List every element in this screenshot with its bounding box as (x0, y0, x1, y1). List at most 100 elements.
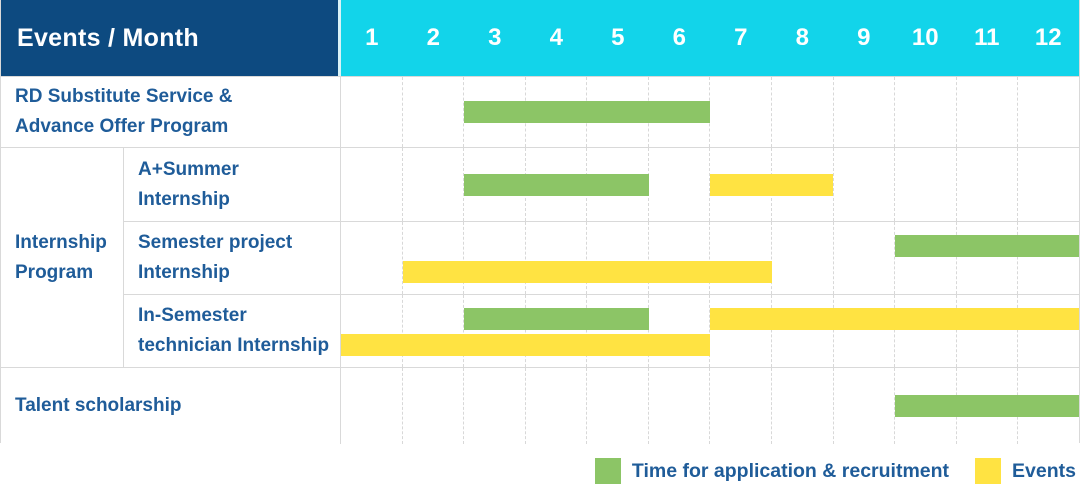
row-label-line: Semester project (138, 232, 293, 253)
gantt-bar-application (464, 308, 649, 330)
month-grid-cell (463, 148, 525, 221)
gantt-subrow: A+Summer Internship (124, 148, 1079, 221)
month-gridlines (341, 77, 1079, 147)
month-label: 6 (672, 24, 686, 51)
month-grid-cell (709, 77, 771, 147)
gantt-bar-event (710, 173, 833, 196)
gantt-table: Events / Month 1 2 3 4 5 6 7 8 9 10 11 12 RD Substi… (0, 0, 1080, 444)
month-label: 8 (795, 24, 809, 51)
month-label: 1 (365, 24, 379, 51)
gantt-row-group: Internship Program A+Summer Internship Semes… (1, 147, 1079, 367)
month-header-row: 1 2 3 4 5 6 7 8 9 10 11 12 (341, 0, 1079, 76)
month-grid-cell (586, 222, 648, 294)
row-timeline (341, 368, 1079, 444)
row-label: Talent scholarship (1, 368, 341, 444)
legend-swatch-green (594, 458, 621, 484)
row-label: RD Substitute Service & Advance Offer Pro… (1, 77, 341, 147)
month-grid-cell (341, 295, 402, 367)
row-timeline (341, 295, 1079, 367)
month-grid-cell (955, 148, 1018, 221)
month-grid-cell (955, 222, 1018, 294)
row-label-line: Advance Offer Program (15, 116, 229, 137)
header-row: Events / Month 1 2 3 4 5 6 7 8 9 10 11 12 (1, 0, 1079, 76)
month-grid-cell (341, 77, 402, 147)
month-grid-cell (647, 368, 710, 444)
gantt-row: RD Substitute Service & Advance Offer Pro… (1, 76, 1079, 147)
month-grid-cell (955, 77, 1018, 147)
month-grid-cell (647, 148, 710, 221)
month-grid-cell (1017, 295, 1079, 367)
subrow-label: A+Summer Internship (124, 148, 341, 221)
month-grid-cell (524, 295, 587, 367)
month-label: 10 (911, 24, 939, 51)
subrow-label: Semester project Internship (124, 222, 341, 294)
month-grid-cell (586, 368, 648, 444)
row-label-line: Internship (138, 262, 230, 283)
month-grid-cell (341, 222, 402, 294)
gantt-bar-event (402, 261, 772, 283)
month-label: 12 (1034, 24, 1062, 51)
month-grid-cell (647, 222, 710, 294)
row-timeline (341, 148, 1079, 221)
row-label-line: technician Internship (138, 335, 330, 356)
month-grid-cell (463, 368, 525, 444)
month-grid-cell (401, 222, 464, 294)
month-grid-cell (894, 295, 956, 367)
row-label-line: Talent scholarship (15, 395, 182, 416)
month-grid-cell (894, 148, 956, 221)
month-grid-cell (832, 148, 895, 221)
month-grid-cell (832, 368, 895, 444)
subrow-label: In-Semester technician Internship (124, 295, 341, 367)
month-grid-cell (401, 368, 464, 444)
gantt-subrow: In-Semester technician Internship (124, 294, 1079, 367)
month-grid-cell (341, 368, 402, 444)
legend-swatch-yellow (975, 458, 1002, 484)
month-grid-cell (1017, 77, 1079, 147)
page-title: Events / Month (17, 23, 199, 52)
month-grid-cell (401, 295, 464, 367)
month-label: 2 (426, 24, 440, 51)
month-label: 11 (974, 24, 1000, 51)
month-gridlines (341, 295, 1079, 367)
month-grid-cell (771, 222, 833, 294)
legend-item: Time for application & recruitment (594, 458, 950, 484)
month-grid-cell (1017, 222, 1079, 294)
month-grid-cell (524, 222, 587, 294)
row-label-line: In-Semester (138, 305, 247, 326)
gantt-bar-application (464, 101, 710, 123)
legend-label: Time for application & recruitment (631, 459, 950, 482)
row-label-line: A+Summer (138, 158, 239, 180)
row-label-line: Program (15, 261, 94, 283)
month-gridlines (341, 222, 1079, 294)
month-label: 5 (611, 24, 625, 51)
legend-item: Events (975, 458, 1076, 484)
row-label-line: Internship (138, 188, 230, 210)
month-grid-cell (1017, 148, 1079, 221)
month-grid-cell (894, 77, 956, 147)
gantt-subrow: Semester project Internship (124, 221, 1079, 294)
month-label: 4 (549, 24, 563, 51)
month-grid-cell (709, 295, 771, 367)
row-label-line: Internship (15, 231, 107, 253)
month-grid-cell (771, 368, 833, 444)
gantt-bar-application (894, 235, 1079, 257)
legend: Time for application & recruitment Events (0, 456, 1076, 486)
month-grid-cell (401, 148, 464, 221)
gantt-bar-application (464, 173, 649, 196)
gantt-bar-event (341, 334, 710, 356)
row-label-line: RD Substitute Service & (15, 86, 233, 107)
gantt-row: Talent scholarship (1, 367, 1079, 444)
gantt-bar-event (710, 308, 1079, 330)
month-grid-cell (463, 295, 525, 367)
month-grid-cell (401, 77, 464, 147)
month-grid-cell (647, 295, 710, 367)
gantt-bar-application (894, 395, 1079, 417)
month-grid-cell (463, 222, 525, 294)
month-grid-cell (771, 77, 833, 147)
month-grid-cell (341, 148, 402, 221)
month-grid-cell (709, 222, 771, 294)
month-grid-cell (832, 222, 895, 294)
month-grid-cell (463, 77, 525, 147)
legend-label: Events (1012, 459, 1076, 482)
